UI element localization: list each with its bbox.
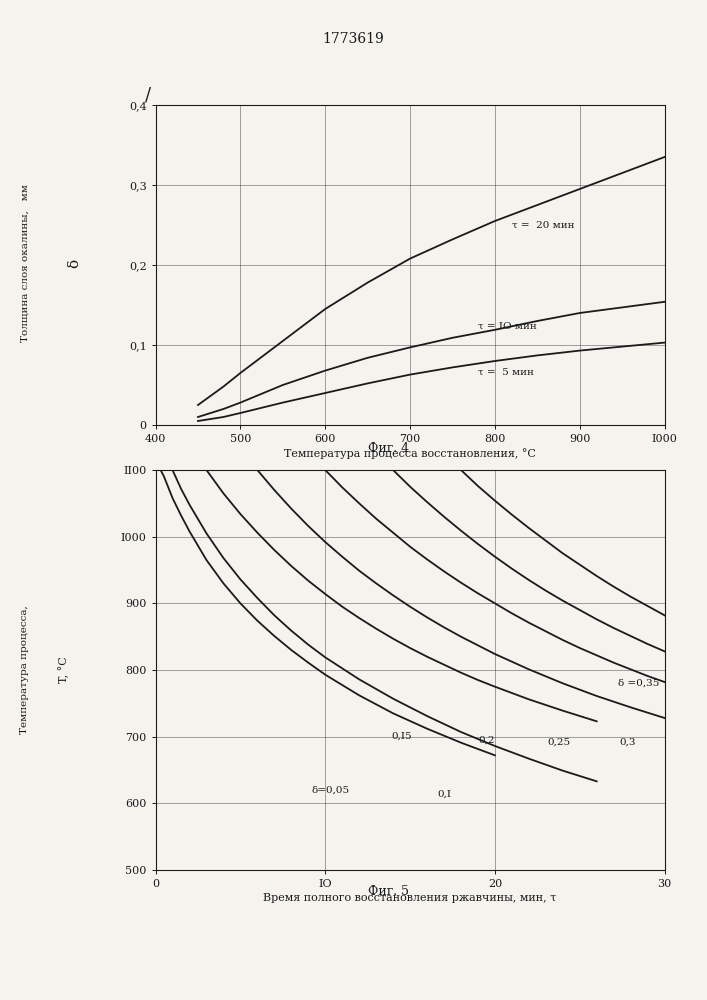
X-axis label: Время полного восстановления ржавчины, мин, τ: Время полного восстановления ржавчины, м… — [264, 893, 556, 903]
Text: δ =0,35: δ =0,35 — [619, 679, 660, 688]
Text: τ =  20 мин: τ = 20 мин — [512, 221, 574, 230]
Text: Фиг. 4: Фиг. 4 — [368, 442, 409, 455]
Text: 0,2: 0,2 — [478, 736, 495, 744]
Text: T, °С: T, °С — [58, 657, 69, 683]
Text: 0,3: 0,3 — [619, 738, 636, 746]
Text: /: / — [145, 86, 151, 104]
Text: 0,25: 0,25 — [548, 738, 571, 746]
Text: 0,I: 0,I — [437, 790, 451, 799]
Text: δ=0,05: δ=0,05 — [311, 786, 349, 794]
Text: Температура процесса,: Температура процесса, — [21, 606, 29, 734]
Text: Толщина слоя окалины,   мм: Толщина слоя окалины, мм — [21, 184, 29, 342]
Text: δ: δ — [67, 258, 81, 268]
X-axis label: Температура процесса восстановления, °С: Температура процесса восстановления, °С — [284, 448, 536, 459]
Text: 1773619: 1773619 — [322, 32, 385, 46]
Text: τ =  5 мин: τ = 5 мин — [478, 368, 534, 377]
Text: τ = IO мин: τ = IO мин — [478, 321, 537, 330]
Text: Фиг. 5: Фиг. 5 — [368, 885, 409, 898]
Text: 0,I5: 0,I5 — [391, 732, 412, 741]
